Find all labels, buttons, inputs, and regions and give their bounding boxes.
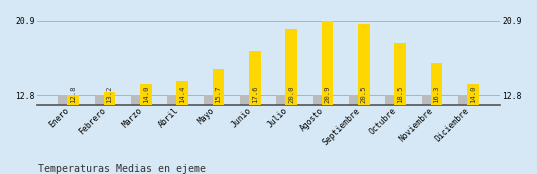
Text: 17.6: 17.6	[252, 86, 258, 104]
Text: 14.0: 14.0	[470, 86, 476, 104]
Bar	[67, 95, 79, 105]
Bar	[349, 95, 369, 105]
Text: Temperaturas Medias en ejeme: Temperaturas Medias en ejeme	[38, 164, 206, 174]
Text: 15.7: 15.7	[215, 86, 221, 104]
Text: 14.0: 14.0	[143, 86, 149, 104]
Bar	[358, 24, 369, 105]
Bar	[458, 95, 478, 105]
Bar	[277, 95, 296, 105]
Text: 20.9: 20.9	[324, 86, 330, 104]
Text: 20.0: 20.0	[288, 86, 294, 104]
Text: 13.2: 13.2	[106, 86, 112, 104]
Bar	[322, 21, 333, 105]
Bar	[168, 95, 187, 105]
Bar	[104, 92, 115, 105]
Bar	[95, 95, 114, 105]
Bar	[285, 29, 297, 105]
Text: 14.4: 14.4	[179, 86, 185, 104]
Bar	[176, 81, 188, 105]
Bar	[240, 95, 260, 105]
Bar	[431, 63, 442, 105]
Bar	[467, 84, 478, 105]
Bar	[131, 95, 151, 105]
Bar	[140, 84, 151, 105]
Text: 18.5: 18.5	[397, 86, 403, 104]
Bar	[249, 51, 260, 105]
Text: 20.5: 20.5	[361, 86, 367, 104]
Bar	[422, 95, 442, 105]
Text: 16.3: 16.3	[433, 86, 439, 104]
Bar	[204, 95, 224, 105]
Bar	[313, 95, 333, 105]
Bar	[213, 69, 224, 105]
Bar	[394, 43, 406, 105]
Bar	[386, 95, 405, 105]
Bar	[59, 95, 78, 105]
Text: 12.8: 12.8	[70, 86, 76, 104]
